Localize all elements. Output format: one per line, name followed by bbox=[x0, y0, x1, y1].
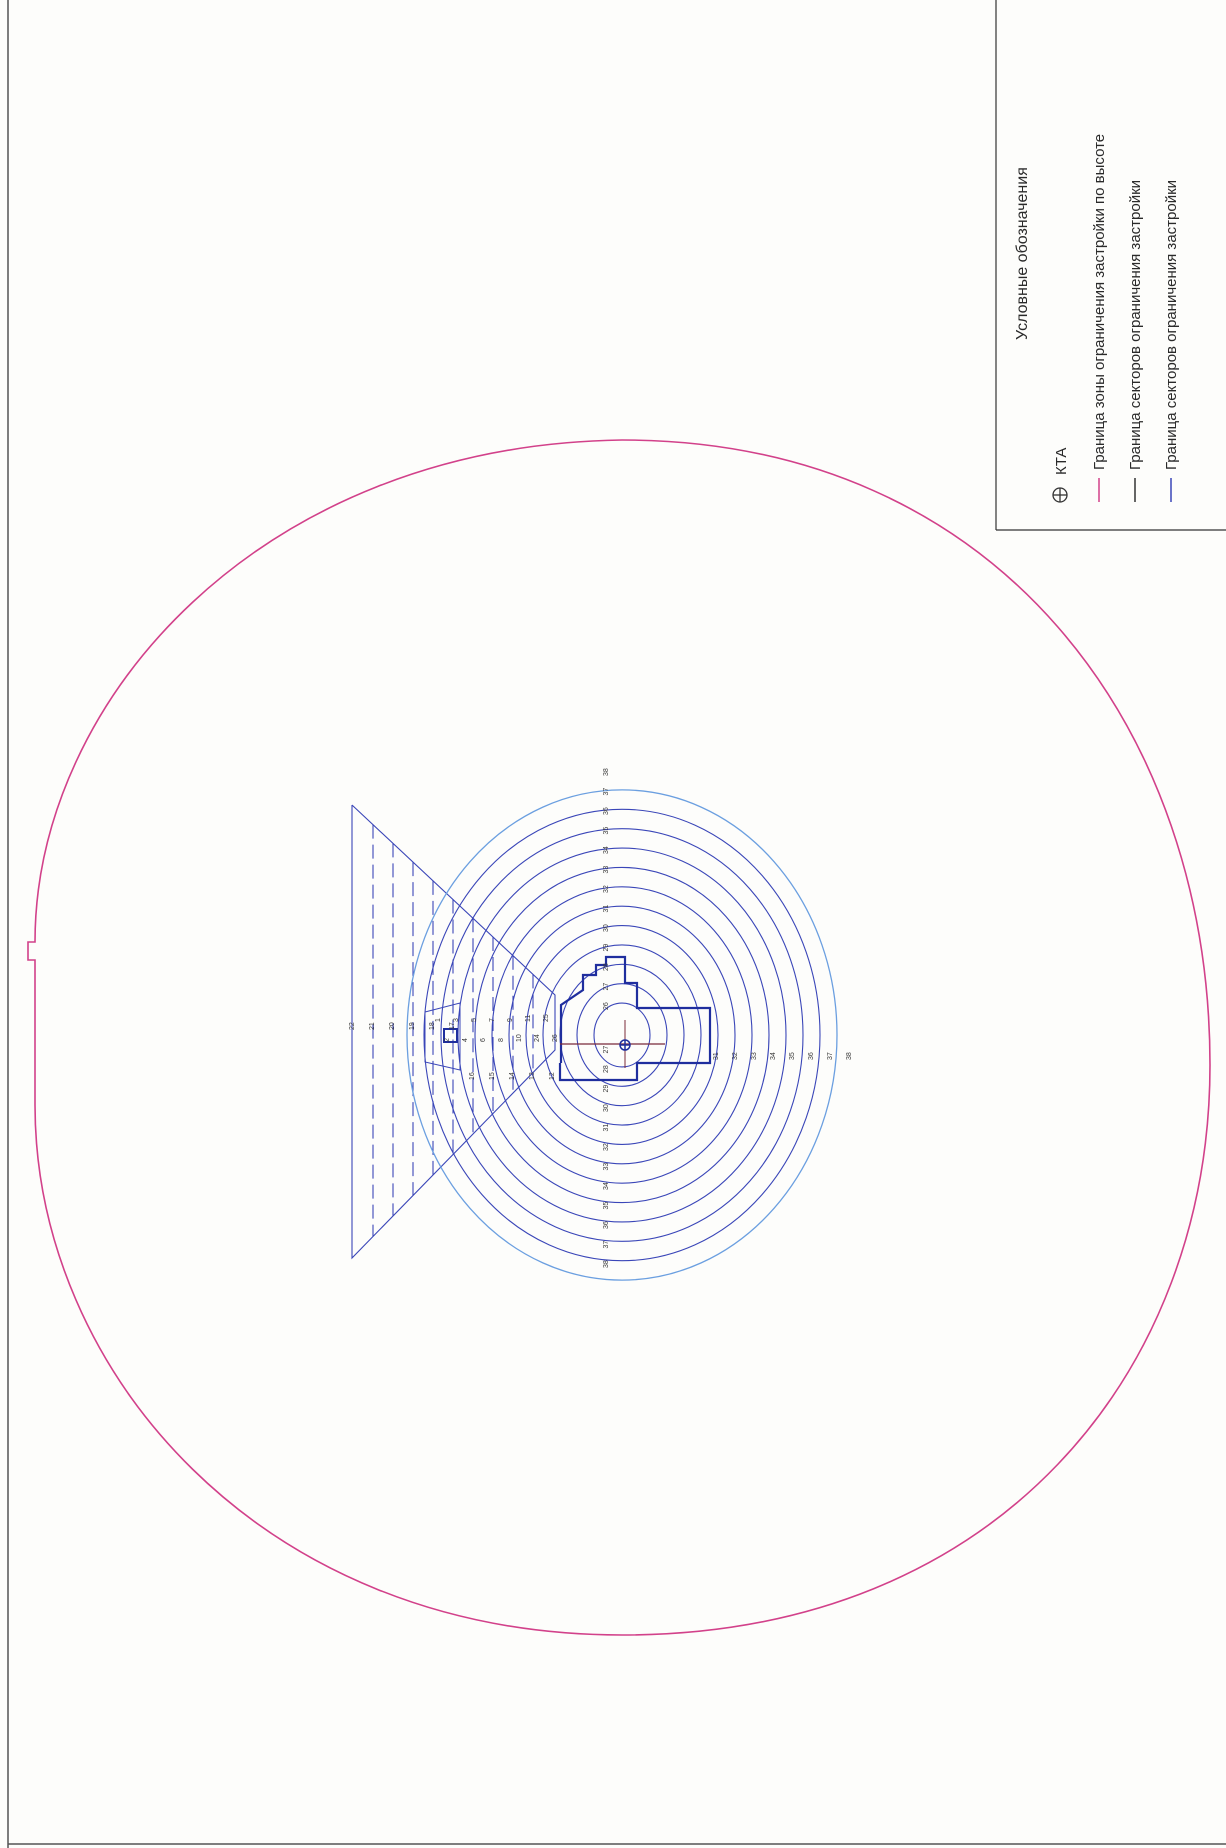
ring-label-bottom: 37 bbox=[603, 1241, 610, 1249]
fan-inner-label: 8 bbox=[498, 1038, 505, 1042]
restriction-ring bbox=[491, 886, 753, 1184]
fan-label: 19 bbox=[409, 1022, 416, 1030]
ring-label-bottom: 33 bbox=[603, 1163, 610, 1171]
legend-title: Условные обозначения bbox=[1014, 167, 1031, 340]
fan-outline bbox=[351, 804, 556, 1260]
restriction-ring bbox=[576, 983, 668, 1087]
ring-label-lower: 32 bbox=[732, 1052, 739, 1060]
legend-item-sector-boundary-blue: Граница секторов ограничения застройки bbox=[1163, 180, 1180, 470]
kta-marker bbox=[619, 1039, 631, 1051]
restriction-ring bbox=[440, 828, 804, 1242]
ring-labels: 2627282930313233343536373838373635343332… bbox=[349, 768, 853, 1268]
ring-label-top: 29 bbox=[603, 944, 610, 952]
restriction-ring bbox=[508, 905, 736, 1165]
ring-label-bottom: 36 bbox=[603, 1221, 610, 1229]
ring-label-top: 36 bbox=[603, 807, 610, 815]
ring-label-top: 28 bbox=[603, 963, 610, 971]
fan-inner-label: 4 bbox=[462, 1038, 469, 1042]
ring-label-bottom: 27 bbox=[603, 1046, 610, 1054]
fan-inner-label: 3 bbox=[453, 1018, 460, 1022]
ring-label-bottom: 38 bbox=[603, 1260, 610, 1268]
legend-item-sector-boundary-black: Граница секторов ограничения застройки bbox=[1127, 180, 1144, 470]
ring-label-bottom: 34 bbox=[603, 1182, 610, 1190]
ring-label-top: 33 bbox=[603, 866, 610, 874]
fan-inner-label: 11 bbox=[525, 1015, 532, 1022]
ring-label-top: 35 bbox=[603, 827, 610, 835]
ring-label-bottom: 30 bbox=[603, 1104, 610, 1112]
restriction-ring bbox=[559, 963, 685, 1107]
ring-label-top: 38 bbox=[603, 768, 610, 776]
fan-label: 21 bbox=[369, 1022, 376, 1030]
legend: Условные обозначения КТА Граница зоны ог… bbox=[995, 0, 1226, 531]
fan-inner-label: 10 bbox=[516, 1034, 523, 1042]
restriction-ring bbox=[525, 925, 719, 1145]
runway-strip bbox=[558, 955, 712, 1082]
restriction-ring bbox=[474, 866, 770, 1204]
fan-inner-label: 1 bbox=[435, 1018, 442, 1022]
fan-inner-label: 24 bbox=[534, 1034, 541, 1042]
ring-label-lower: 35 bbox=[789, 1052, 796, 1060]
ring-label-lower: 34 bbox=[770, 1052, 777, 1060]
fan-label: 17 bbox=[449, 1022, 456, 1030]
ring-label-lower: 33 bbox=[751, 1052, 758, 1060]
fan-inner-label: 2 bbox=[444, 1038, 451, 1042]
ring-label-bottom: 35 bbox=[603, 1202, 610, 1210]
fan-label: 12 bbox=[549, 1072, 556, 1080]
ring-label-top: 37 bbox=[603, 788, 610, 796]
secondary-object-square bbox=[443, 1028, 458, 1043]
ring-label-bottom: 31 bbox=[603, 1124, 610, 1132]
fan-label: 13 bbox=[529, 1072, 536, 1080]
secondary-object-frame bbox=[424, 1002, 461, 1071]
restriction-ring bbox=[457, 847, 787, 1223]
fan-label: 15 bbox=[489, 1072, 496, 1080]
fan-label: 16 bbox=[469, 1072, 476, 1080]
runway-strip-outline bbox=[558, 955, 712, 1082]
legend-item-zone-boundary: Граница зоны ограничения застройки по вы… bbox=[1091, 134, 1108, 470]
ring-label-top: 26 bbox=[603, 1002, 610, 1010]
ring-label-bottom: 29 bbox=[603, 1085, 610, 1093]
ring-label-lower: 38 bbox=[846, 1052, 853, 1060]
fan-inner-label: 5 bbox=[471, 1018, 478, 1022]
approach-sector-fan bbox=[351, 804, 556, 1260]
fan-label: 14 bbox=[509, 1072, 516, 1080]
secondary-object bbox=[424, 1002, 461, 1071]
restriction-ring bbox=[406, 789, 838, 1281]
ring-label-bottom: 28 bbox=[603, 1065, 610, 1073]
ring-label-top: 27 bbox=[603, 983, 610, 991]
fan-label: 18 bbox=[429, 1022, 436, 1030]
ring-label-top: 32 bbox=[603, 885, 610, 893]
ring-label-bottom: 32 bbox=[603, 1143, 610, 1151]
fan-inner-label: 26 bbox=[552, 1034, 559, 1042]
ring-label-top: 34 bbox=[603, 846, 610, 854]
fan-label: 20 bbox=[389, 1022, 396, 1030]
ring-label-lower: 31 bbox=[713, 1052, 720, 1060]
ring-label-top: 31 bbox=[603, 905, 610, 913]
fan-inner-label: 9 bbox=[507, 1018, 514, 1022]
ring-label-lower: 36 bbox=[808, 1052, 815, 1060]
ring-label-lower: 37 bbox=[827, 1052, 834, 1060]
fan-inner-label: 6 bbox=[480, 1038, 487, 1042]
ring-label-top: 30 bbox=[603, 924, 610, 932]
concentric-restriction-rings bbox=[406, 789, 838, 1281]
fan-inner-label: 7 bbox=[489, 1018, 496, 1022]
restriction-ring bbox=[542, 944, 702, 1126]
restriction-ring bbox=[593, 1002, 651, 1068]
height-restriction-zone-boundary bbox=[27, 439, 1211, 1636]
fan-label: 22 bbox=[349, 1022, 356, 1030]
legend-item-kta: КТА bbox=[1053, 448, 1070, 475]
fan-inner-label: 25 bbox=[543, 1014, 550, 1022]
restriction-ring bbox=[423, 808, 821, 1262]
